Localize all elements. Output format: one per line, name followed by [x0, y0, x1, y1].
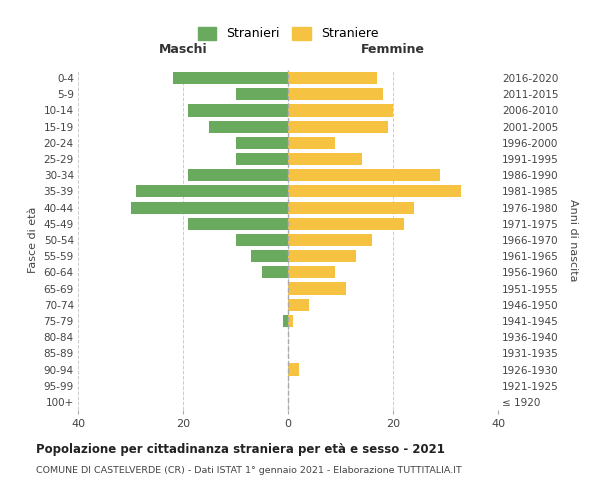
Bar — [235, 88, 288, 101]
Bar — [288, 186, 461, 198]
Bar — [288, 282, 346, 294]
Bar — [288, 315, 293, 327]
Bar — [288, 218, 404, 230]
Bar — [288, 234, 372, 246]
Bar — [136, 186, 288, 198]
Bar — [188, 169, 288, 181]
Bar — [235, 234, 288, 246]
Bar — [288, 298, 309, 311]
Bar — [288, 88, 383, 101]
Bar — [235, 137, 288, 149]
Bar — [288, 104, 393, 117]
Bar — [288, 250, 356, 262]
Y-axis label: Fasce di età: Fasce di età — [28, 207, 38, 273]
Bar — [288, 153, 361, 165]
Bar — [288, 72, 377, 84]
Y-axis label: Anni di nascita: Anni di nascita — [568, 198, 578, 281]
Text: Popolazione per cittadinanza straniera per età e sesso - 2021: Popolazione per cittadinanza straniera p… — [36, 442, 445, 456]
Bar — [209, 120, 288, 132]
Bar — [235, 153, 288, 165]
Text: Maschi: Maschi — [158, 44, 208, 57]
Text: Femmine: Femmine — [361, 44, 425, 57]
Bar — [288, 120, 388, 132]
Legend: Stranieri, Straniere: Stranieri, Straniere — [193, 22, 383, 46]
Bar — [288, 169, 440, 181]
Bar — [288, 266, 335, 278]
Bar — [262, 266, 288, 278]
Bar — [288, 137, 335, 149]
Bar — [173, 72, 288, 84]
Bar — [188, 104, 288, 117]
Bar — [188, 218, 288, 230]
Text: COMUNE DI CASTELVERDE (CR) - Dati ISTAT 1° gennaio 2021 - Elaborazione TUTTITALI: COMUNE DI CASTELVERDE (CR) - Dati ISTAT … — [36, 466, 462, 475]
Bar — [251, 250, 288, 262]
Bar — [288, 364, 299, 376]
Bar — [283, 315, 288, 327]
Bar — [288, 202, 414, 213]
Bar — [130, 202, 288, 213]
